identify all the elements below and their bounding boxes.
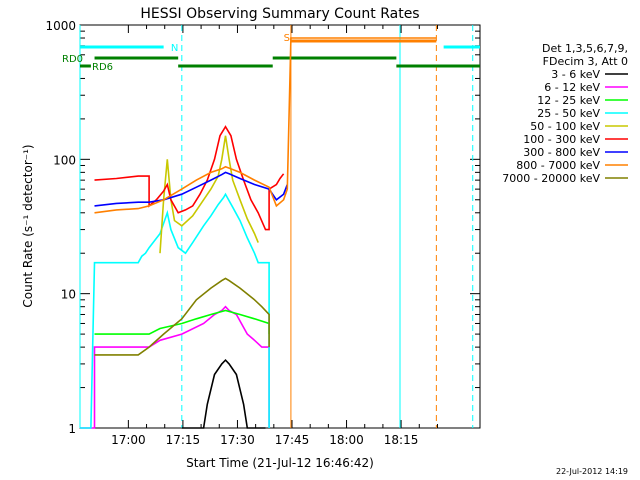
y-tick-label: 10 <box>61 288 76 302</box>
legend-label: 50 - 100 keV <box>530 120 600 133</box>
legend-label: 25 - 50 keV <box>537 107 600 120</box>
legend-header-1: Det 1,3,5,6,7,9, <box>542 42 628 55</box>
y-tick-label: 1 <box>68 422 76 436</box>
legend-header-2: FDecim 3, Att 0 <box>543 55 628 68</box>
y-axis-label: Count Rate (s⁻¹ detector⁻¹) <box>21 144 35 307</box>
status-bars: N RD0 RD6 S <box>62 33 480 73</box>
y-tick-label: 1000 <box>45 19 76 33</box>
legend-label: 800 - 7000 keV <box>516 159 600 172</box>
x-tick-label: 18:15 <box>384 433 419 447</box>
legend-label: 12 - 25 keV <box>537 94 600 107</box>
plot-frame <box>79 24 481 429</box>
vertical-markers <box>79 25 474 428</box>
x-tick-label: 17:45 <box>275 433 310 447</box>
legend-label: 7000 - 20000 keV <box>502 172 600 185</box>
legend-label: 3 - 6 keV <box>551 68 600 81</box>
x-tick-label: 18:00 <box>329 433 364 447</box>
status-label-rd0: RD0 <box>62 54 83 65</box>
x-axis-label: Start Time (21-Jul-12 16:46:42) <box>186 456 374 470</box>
legend-label: 300 - 800 keV <box>523 146 600 159</box>
series-line-8 <box>94 277 270 356</box>
x-tick-label: 17:30 <box>220 433 255 447</box>
legend-label: 6 - 12 keV <box>544 81 600 94</box>
status-label-rd6: RD6 <box>92 62 113 73</box>
series-line-0 <box>181 358 266 429</box>
series-line-5 <box>94 125 285 231</box>
x-tick-label: 17:00 <box>111 433 146 447</box>
axes: 1 10 100 1000 17:00 17:15 17:30 17:45 18:00 18:15 <box>45 19 480 447</box>
series-line-7 <box>94 37 437 214</box>
data-series <box>80 37 437 429</box>
chart-title: HESSI Observing Summary Count Rates <box>140 6 419 22</box>
y-tick-label: 100 <box>53 153 76 167</box>
legend-label: 100 - 300 keV <box>523 133 600 146</box>
status-label-n: N <box>171 43 178 54</box>
date-stamp: 22-Jul-2012 14:19 <box>556 467 628 476</box>
status-label-s: S <box>284 33 290 44</box>
series-line-3 <box>80 192 270 429</box>
series-line-4 <box>159 135 259 254</box>
series-line-1 <box>80 305 270 429</box>
x-tick-label: 17:15 <box>166 433 201 447</box>
series-line-2 <box>94 309 270 335</box>
